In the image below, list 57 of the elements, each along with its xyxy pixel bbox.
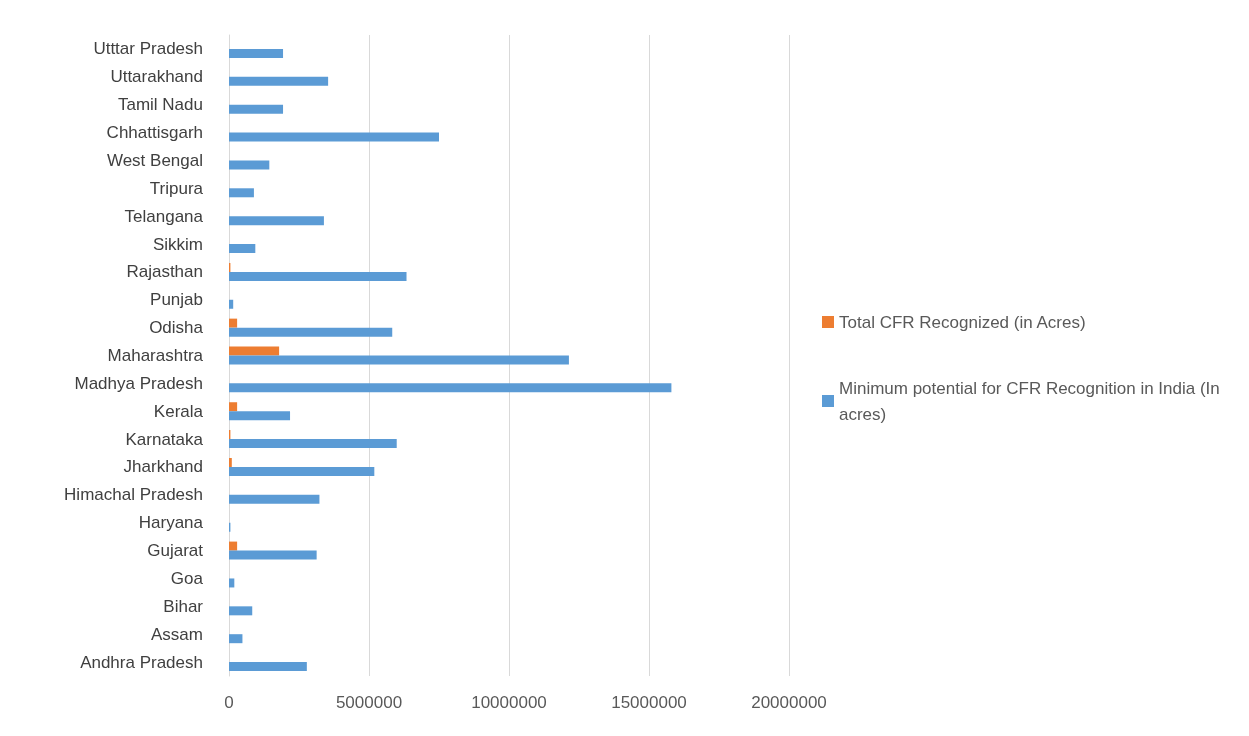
bar [229,188,254,198]
bar [229,346,280,356]
y-tick-label: West Bengal [106,150,203,170]
bar [229,494,320,504]
bar [229,541,238,551]
y-tick-label: Rajasthan [126,262,203,282]
x-tick-label: 15000000 [611,693,687,712]
y-tick-label: Gujarat [147,541,204,561]
bar [229,662,307,672]
bar [229,160,270,170]
bar [229,271,407,281]
bar [229,457,232,467]
y-tick-label: Sikkim [152,234,203,254]
bar [229,104,284,114]
y-tick-label: Karnataka [125,429,204,449]
bar [229,216,324,226]
y-tick-label: Andhra Pradesh [80,652,203,672]
bar [229,318,238,328]
y-tick-label: Chhattisgarh [106,123,203,143]
bar [229,355,569,365]
legend-label: Total CFR Recognized (in Acres) [839,312,1086,332]
bar [229,244,256,254]
bar [229,132,439,142]
y-tick-label: Maharashtra [107,346,204,365]
y-tick-label: Bihar [163,596,204,616]
bar [229,411,291,421]
bar [229,402,238,412]
bar [229,550,317,560]
y-tick-label: Haryana [138,513,204,533]
y-tick-label: Jharkhand [123,457,203,477]
x-tick-label: 20000000 [751,693,827,712]
y-tick-label: Madhya Pradesh [74,373,203,393]
bar [229,299,234,309]
bar [229,439,397,449]
y-tick-label: Tamil Nadu [117,95,203,115]
x-tick-label: 10000000 [471,693,547,712]
bar [229,383,672,393]
y-tick-label: Assam [151,624,203,644]
y-tick-label: Utttar Pradesh [93,39,203,59]
bar [229,76,329,86]
bar [229,327,393,337]
y-tick-label: Uttarakhand [110,67,203,87]
y-tick-label: Telangana [124,206,204,226]
bar [229,466,375,476]
y-tick-label: Tripura [149,178,204,198]
bar [229,48,284,58]
bar [229,578,235,588]
legend-label: Minimum potential for CFR Recognition in India (In acres) [839,378,1225,424]
y-tick-label: Himachal Pradesh [64,485,203,505]
y-tick-label: Odisha [149,318,204,338]
bar [229,606,253,616]
y-tick-label: Kerala [153,401,204,421]
x-tick-label: 5000000 [335,693,403,712]
y-tick-label: Goa [170,568,204,588]
x-tick-label: 0 [224,693,234,712]
y-tick-label: Punjab [150,290,203,310]
bar [229,634,243,644]
